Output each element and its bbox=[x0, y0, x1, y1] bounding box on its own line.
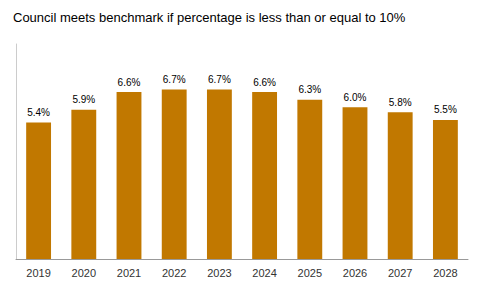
svg-text:6.0%: 6.0% bbox=[344, 92, 367, 103]
svg-text:2019: 2019 bbox=[26, 267, 50, 279]
svg-text:6.3%: 6.3% bbox=[298, 84, 321, 95]
svg-text:2025: 2025 bbox=[298, 267, 322, 279]
svg-text:2022: 2022 bbox=[162, 267, 186, 279]
svg-text:5.5%: 5.5% bbox=[434, 104, 457, 115]
svg-text:2028: 2028 bbox=[433, 267, 457, 279]
svg-text:2027: 2027 bbox=[388, 267, 412, 279]
svg-text:2024: 2024 bbox=[252, 267, 276, 279]
svg-text:5.9%: 5.9% bbox=[72, 94, 95, 105]
svg-text:6.6%: 6.6% bbox=[118, 77, 141, 88]
svg-text:6.6%: 6.6% bbox=[253, 77, 276, 88]
svg-text:5.4%: 5.4% bbox=[27, 107, 50, 118]
svg-text:2020: 2020 bbox=[72, 267, 96, 279]
svg-text:2021: 2021 bbox=[117, 267, 141, 279]
svg-text:2026: 2026 bbox=[343, 267, 367, 279]
svg-text:2023: 2023 bbox=[207, 267, 231, 279]
svg-text:Council meets benchmark if per: Council meets benchmark if percentage is… bbox=[13, 10, 406, 25]
svg-text:6.7%: 6.7% bbox=[208, 74, 231, 85]
svg-text:6.7%: 6.7% bbox=[163, 74, 186, 85]
svg-text:5.8%: 5.8% bbox=[389, 97, 412, 108]
